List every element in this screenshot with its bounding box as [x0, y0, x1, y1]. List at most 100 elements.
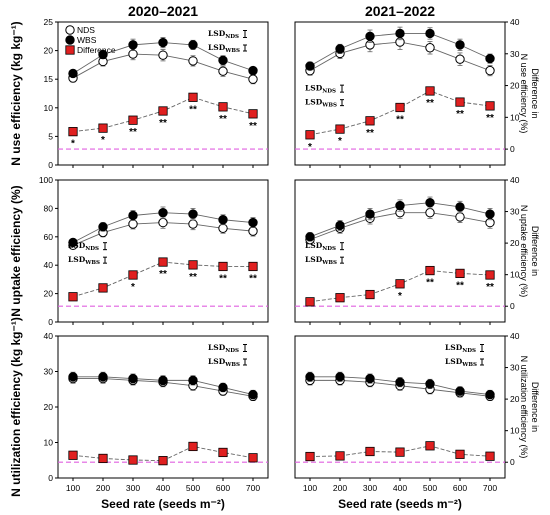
lsd-bar [103, 242, 107, 251]
marker-difference [485, 101, 495, 111]
marker-difference [425, 441, 435, 451]
y-tick-label: 20 [44, 402, 54, 412]
marker-difference [98, 453, 108, 464]
marker-wbs [218, 382, 228, 393]
y2-tick-label: 0 [510, 457, 515, 467]
marker-nds [248, 226, 258, 236]
marker-difference [365, 116, 375, 126]
marker-nds [188, 56, 198, 66]
marker-wbs [158, 207, 168, 218]
significance-mark: ** [456, 109, 464, 120]
significance-mark: ** [426, 278, 434, 289]
y2-tick-label: 20 [510, 394, 520, 404]
significance-mark: ** [159, 269, 167, 280]
marker-difference [158, 257, 168, 267]
y2-tick-label: 10 [510, 270, 520, 280]
marker-difference [305, 297, 315, 307]
marker-wbs [248, 65, 258, 76]
marker-wbs [305, 232, 315, 242]
x-tick-label: 400 [156, 483, 170, 493]
y-tick-label: 15 [44, 74, 54, 84]
lsd-nds-label: LSDNDS [305, 84, 336, 95]
marker-wbs [98, 49, 108, 60]
marker-nds [218, 223, 228, 233]
y-tick-label: 5 [48, 131, 53, 141]
significance-mark: * [398, 291, 402, 302]
significance-mark: * [308, 142, 312, 153]
marker-difference [218, 261, 228, 272]
panel-2-1: 0 10 20 30 40 100 200 300 400 500 600 700 Difference… [294, 331, 540, 493]
significance-mark: ** [189, 104, 197, 115]
marker-wbs [395, 200, 405, 211]
marker-wbs [425, 198, 435, 208]
y-tick-label: 25 [44, 17, 54, 27]
x-tick-label: 200 [96, 483, 110, 493]
significance-mark: ** [129, 127, 137, 138]
marker-wbs [158, 375, 168, 386]
marker-wbs [128, 40, 138, 50]
marker-difference [188, 260, 198, 270]
y2-axis-title: Difference inN use efficiency (%) [519, 54, 540, 134]
x-tick-label: 300 [363, 483, 377, 493]
marker-wbs [305, 372, 315, 382]
marker-wbs [455, 40, 465, 50]
marker-wbs [188, 375, 198, 386]
lsd-bar [340, 84, 344, 93]
marker-difference [425, 265, 435, 276]
marker-difference [218, 447, 228, 458]
marker-difference [365, 289, 375, 300]
lsd-wbs-label: LSDWBS [445, 357, 477, 368]
marker-wbs [425, 379, 435, 389]
marker-nds [455, 212, 465, 222]
marker-difference [455, 97, 465, 107]
panel-0-1: 0 10 20 30 40 Difference inN use efficiency (… [294, 17, 540, 168]
y-tick-label: 10 [44, 438, 54, 448]
legend-label: Difference [77, 45, 116, 55]
marker-wbs [395, 377, 405, 387]
marker-wbs [248, 389, 258, 400]
marker-wbs [455, 202, 465, 212]
marker-wbs [455, 386, 465, 396]
lsd-nds-label: LSDNDS [68, 241, 99, 252]
significance-mark: ** [426, 98, 434, 109]
lsd-wbs-label: LSDWBS [305, 255, 337, 266]
lsd-bar [340, 242, 344, 251]
marker-wbs [98, 372, 108, 382]
lsd-bar [243, 358, 247, 366]
x-tick-label: 400 [393, 483, 407, 493]
y2-tick-label: 30 [510, 49, 520, 59]
marker-wbs [248, 217, 258, 228]
marker-wbs [335, 372, 345, 382]
y-tick-label: 40 [44, 331, 54, 341]
significance-mark: * [338, 136, 342, 147]
lsd-bar [103, 256, 107, 264]
marker-difference [485, 451, 495, 461]
marker-difference [305, 130, 315, 140]
x-tick-label: 700 [483, 483, 497, 493]
marker-nds [188, 219, 198, 229]
marker-wbs [365, 31, 375, 41]
marker-nds [455, 54, 465, 64]
marker-wbs [485, 389, 495, 400]
y-axis-title: N uptake efficiency (%) [9, 185, 23, 316]
lsd-nds-label: LSDNDS [305, 241, 336, 252]
x-tick-label: 700 [246, 483, 260, 493]
marker-difference [455, 268, 465, 279]
marker-wbs [365, 209, 375, 219]
lsd-bar [340, 99, 344, 107]
marker-wbs [128, 210, 138, 221]
marker-difference [158, 106, 168, 116]
lsd-wbs-label: LSDWBS [208, 43, 240, 54]
marker-wbs [128, 373, 138, 384]
marker-wbs [188, 40, 198, 50]
y-tick-label: 60 [44, 232, 54, 242]
x-tick-label: 300 [126, 483, 140, 493]
legend-label: NDS [77, 25, 95, 35]
x-tick-label: 600 [216, 483, 230, 493]
legend-label: WBS [77, 35, 97, 45]
x-axis-label-0: Seed rate (seeds m⁻²) [101, 497, 225, 511]
marker-nds [128, 219, 138, 229]
marker-difference [128, 270, 138, 280]
y2-axis-title: Difference inN uptake efficiency (%) [519, 205, 540, 297]
